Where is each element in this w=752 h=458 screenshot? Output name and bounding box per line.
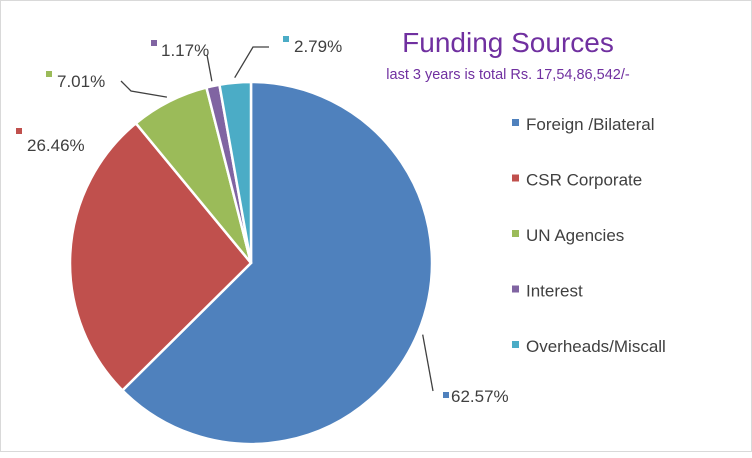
leader-line-foreign-bilateral: [422, 334, 434, 392]
data-label-marker-overheads-miscall: [283, 36, 289, 42]
data-labels: 62.57% 26.46% 7.01% 1.17% 2.79%: [16, 36, 509, 406]
legend-item-csr-corporate: CSR Corporate: [526, 171, 642, 190]
data-label-foreign-bilateral: 62.57%: [451, 387, 509, 406]
data-label-marker-csr-corporate: [16, 128, 22, 134]
legend: Foreign /Bilateral CSR Corporate UN Agenci…: [512, 115, 666, 356]
pie-slices: [68, 80, 434, 446]
data-label-csr-corporate: 26.46%: [27, 136, 85, 155]
legend-swatch-foreign-bilateral: [512, 119, 519, 126]
data-label-interest: 1.17%: [161, 41, 209, 60]
chart-title: Funding Sources: [402, 27, 614, 58]
data-label-un-agencies: 7.01%: [57, 72, 105, 91]
legend-item-un-agencies: UN Agencies: [526, 226, 624, 245]
pie-slice-overheads-miscall: [217, 80, 253, 264]
chart-subtitle: last 3 years is total Rs. 17,54,86,542/-: [386, 67, 630, 83]
data-label-marker-foreign-bilateral: [443, 392, 449, 398]
legend-swatch-interest: [512, 285, 519, 293]
legend-item-interest: Interest: [526, 282, 583, 301]
leader-line-un-agencies: [120, 80, 168, 98]
data-label-marker-un-agencies: [46, 71, 52, 77]
pie-slice-csr-corporate: [68, 121, 253, 393]
data-label-overheads-miscall: 2.79%: [294, 37, 342, 56]
leader-lines: [120, 46, 434, 392]
legend-swatch-csr-corporate: [512, 174, 519, 182]
leader-line-interest: [206, 54, 213, 82]
legend-swatch-overheads-miscall: [512, 341, 519, 348]
legend-swatch-un-agencies: [512, 230, 519, 237]
legend-item-overheads-miscall: Overheads/Miscall: [526, 337, 666, 356]
pie-slice-foreign-bilateral: [120, 80, 434, 446]
legend-item-foreign-bilateral: Foreign /Bilateral: [526, 115, 655, 134]
leader-line-overheads-miscall: [234, 46, 269, 79]
data-label-marker-interest: [151, 40, 157, 46]
